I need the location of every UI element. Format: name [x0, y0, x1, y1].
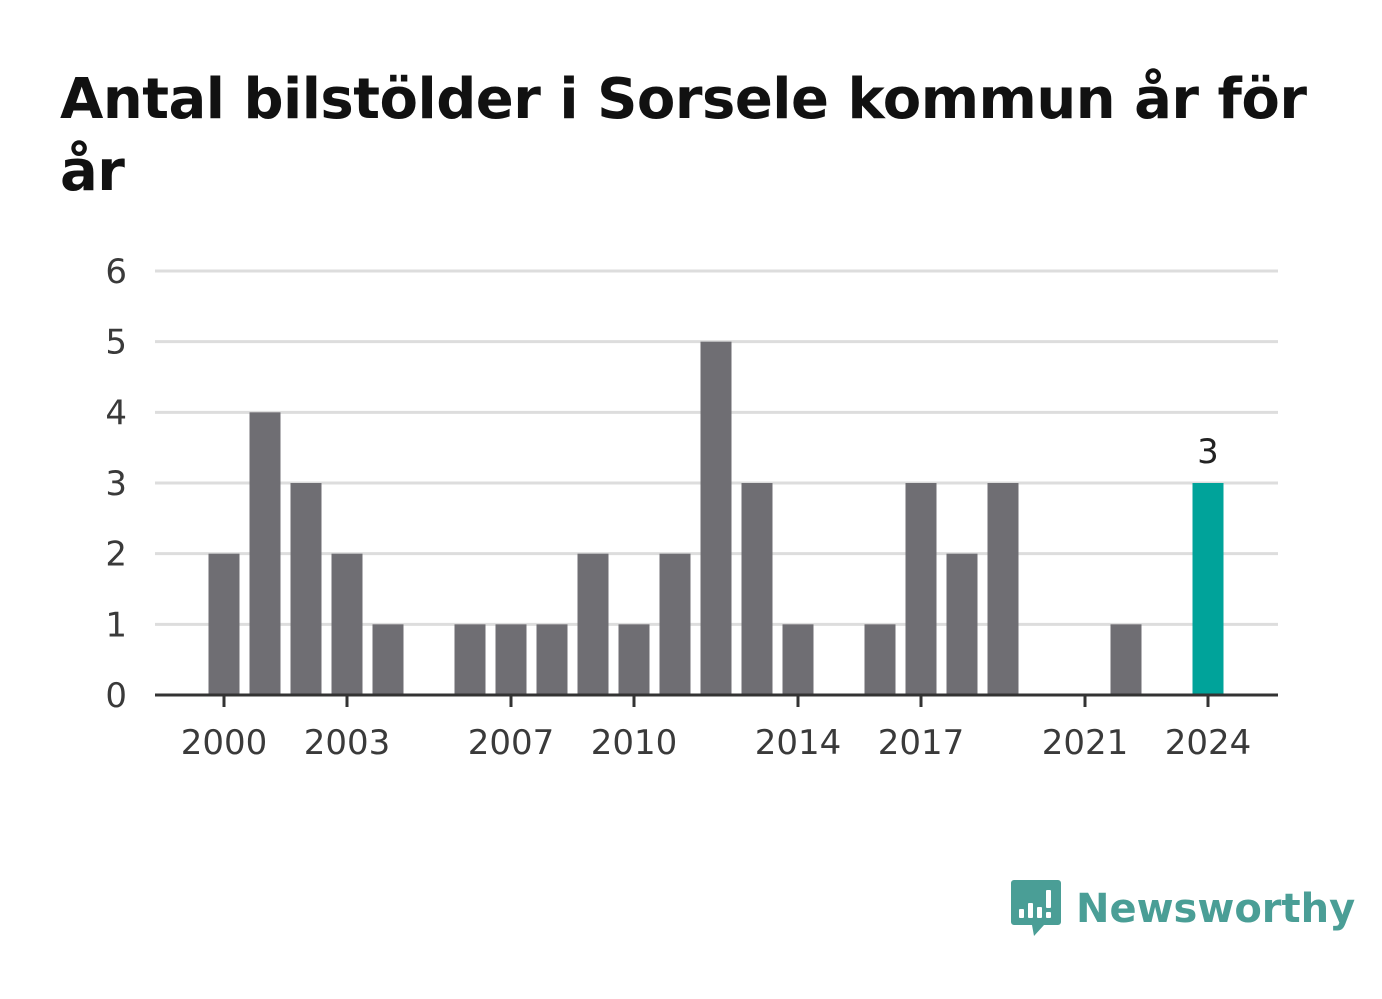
bar: [249, 412, 281, 695]
bar: [659, 553, 691, 695]
bars: [208, 341, 1224, 695]
brand-name: Newsworthy: [1076, 886, 1356, 932]
y-tick-label: 1: [105, 605, 127, 645]
bar: [864, 624, 896, 695]
y-tick-label: 5: [105, 323, 127, 363]
y-tick-label: 3: [105, 464, 127, 504]
y-tick-label: 2: [105, 535, 127, 575]
bar: [577, 553, 609, 695]
x-tick-label: 2014: [755, 723, 842, 763]
bar: [331, 553, 363, 695]
bar: [495, 624, 527, 695]
y-tick-label: 4: [105, 393, 127, 433]
x-tick-label: 2007: [468, 723, 555, 763]
x-tick-label: 2021: [1042, 723, 1129, 763]
bar: [782, 624, 814, 695]
y-tick-label: 0: [105, 676, 127, 716]
bar: [208, 553, 240, 695]
y-tick-label: 6: [105, 252, 127, 292]
bar: [536, 624, 568, 695]
bar: [946, 553, 978, 695]
chart-title: Antal bilstölder i Sorsele kommun år för…: [60, 67, 1307, 204]
brand-logo: Newsworthy: [1010, 878, 1355, 940]
newsworthy-logo-icon: [1011, 880, 1061, 936]
bar: [454, 624, 486, 695]
x-tick-label: 2003: [304, 723, 391, 763]
bar: [700, 341, 732, 695]
bar: [987, 483, 1019, 695]
bar: [290, 483, 322, 695]
data-label: 3: [1197, 432, 1219, 472]
x-tick-label: 2000: [181, 723, 268, 763]
bar: [741, 483, 773, 695]
labels: 0 1 2 3 4 5 6 3 2000 2003 2007 2010 2014 2017 2021 2024: [105, 252, 1251, 763]
x-tick-label: 2024: [1165, 723, 1252, 763]
x-tick-label: 2010: [591, 723, 678, 763]
x-tick-label: 2017: [878, 723, 965, 763]
bar-highlight: [1192, 483, 1224, 695]
axes: [155, 693, 1278, 707]
bar: [1110, 624, 1142, 695]
bar: [905, 483, 937, 695]
bar: [372, 624, 404, 695]
bar: [618, 624, 650, 695]
